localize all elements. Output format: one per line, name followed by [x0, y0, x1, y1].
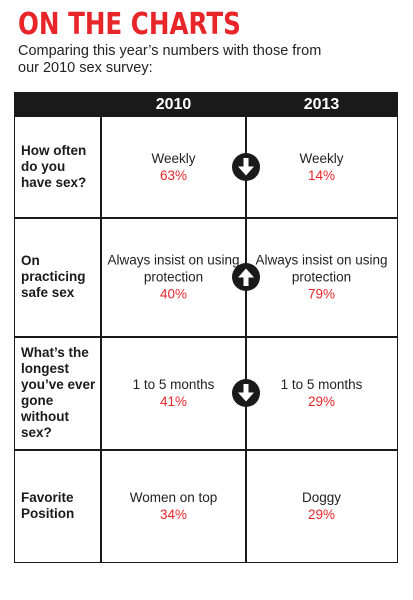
question-label: On practicing safe sex	[21, 253, 86, 300]
column-divider-1	[100, 117, 102, 562]
answer-text: Weekly	[299, 151, 344, 166]
comparison-table: 2010 2013 How often do you have sex? Wee…	[14, 92, 398, 563]
answer-percent: 29%	[307, 394, 336, 409]
table-header: 2010 2013	[15, 93, 397, 117]
question-label: What’s the longest you’ve ever gone with…	[21, 345, 96, 440]
column-header-2013: 2013	[303, 96, 340, 113]
page-title: ON THE CHARTS	[18, 7, 241, 42]
page-subtitle: Comparing this year’s numbers with those…	[18, 43, 322, 76]
answer-percent: 79%	[307, 286, 336, 302]
answer-2013: 1 to 5 months 29%	[246, 376, 397, 410]
answer-2010: 1 to 5 months 41%	[101, 376, 246, 410]
row-divider-3	[15, 449, 397, 451]
answer-percent: 14%	[307, 168, 336, 183]
row-divider-2	[15, 336, 397, 338]
table-row: Favorite Position Women on top 34% Doggy…	[15, 450, 397, 562]
answer-text: Women on top	[129, 490, 218, 505]
answer-2013: Weekly 14%	[246, 150, 397, 184]
answer-percent: 34%	[159, 507, 188, 522]
answer-2010: Weekly 63%	[101, 150, 246, 184]
arrow-down-icon	[232, 153, 260, 181]
answer-percent: 40%	[159, 286, 188, 302]
answer-text: 1 to 5 months	[132, 377, 215, 392]
table-row: On practicing safe sex Always insist on …	[15, 218, 397, 336]
arrow-up-icon	[232, 263, 260, 291]
question-label: Favorite Position	[21, 490, 75, 521]
answer-2013: Doggy 29%	[246, 489, 397, 523]
question-label: How often do you have sex?	[21, 143, 87, 190]
answer-text: Doggy	[301, 490, 342, 505]
arrow-down-icon	[232, 379, 260, 407]
answer-percent: 29%	[307, 507, 336, 522]
answer-text: 1 to 5 months	[280, 377, 363, 392]
answer-2010: Women on top 34%	[101, 489, 246, 523]
answer-percent: 63%	[159, 168, 188, 183]
answer-text: Always insist on using protection	[255, 252, 388, 285]
answer-2013: Always insist on using protection 79%	[246, 252, 397, 303]
answer-text: Always insist on using protection	[107, 252, 240, 285]
answer-text: Weekly	[151, 151, 196, 166]
table-row: What’s the longest you’ve ever gone with…	[15, 337, 397, 449]
column-header-2010: 2010	[155, 96, 192, 113]
answer-2010: Always insist on using protection 40%	[101, 252, 246, 303]
row-divider-1	[15, 217, 397, 219]
answer-percent: 41%	[159, 394, 188, 409]
column-divider-2	[245, 117, 247, 562]
table-row: How often do you have sex? Weekly 63% We…	[15, 117, 397, 217]
